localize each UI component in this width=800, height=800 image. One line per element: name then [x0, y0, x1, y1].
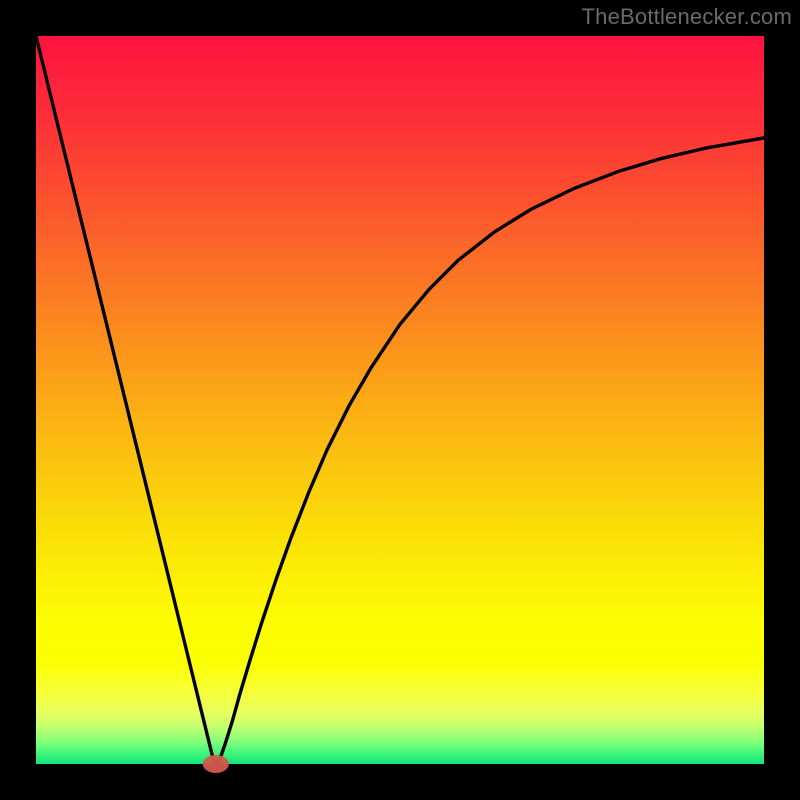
- chart-container: TheBottlenecker.com: [0, 0, 800, 800]
- watermark-text: TheBottlenecker.com: [582, 4, 792, 30]
- bottleneck-chart: [0, 0, 800, 800]
- optimal-marker: [203, 755, 229, 773]
- plot-background: [36, 36, 764, 764]
